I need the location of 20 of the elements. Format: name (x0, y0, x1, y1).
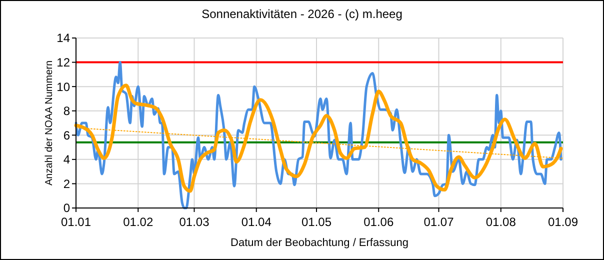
x-tick-label: 01.06 (364, 215, 394, 229)
y-tick-label: 12 (56, 55, 70, 70)
y-tick-label: 14 (56, 31, 70, 46)
chart-title: Sonnenaktivitäten - 2026 - (c) m.heeg (202, 7, 402, 21)
y-tick-label: 0 (63, 201, 70, 216)
y-tick-label: 6 (63, 128, 70, 142)
x-tick-label: 01.02 (123, 215, 154, 229)
y-tick-label: 8 (63, 104, 70, 118)
y-tick-label: 4 (63, 152, 70, 167)
x-tick-label: 01.05 (301, 215, 332, 229)
x-tick-label: 01.09 (548, 215, 578, 229)
x-tick-label: 01.03 (179, 215, 210, 229)
y-tick-label: 10 (56, 80, 70, 94)
x-tick-label: 01.08 (486, 215, 516, 229)
y-axis-title: Anzahl der NOAA Nummern (44, 60, 55, 186)
x-tick-label: 01.04 (241, 215, 272, 229)
x-tick-label: 01.01 (60, 215, 92, 229)
y-tick-label: 2 (63, 176, 70, 191)
x-tick-label: 01.07 (424, 215, 454, 229)
x-axis-title: Datum der Beobachtung / Erfassung (230, 237, 408, 249)
